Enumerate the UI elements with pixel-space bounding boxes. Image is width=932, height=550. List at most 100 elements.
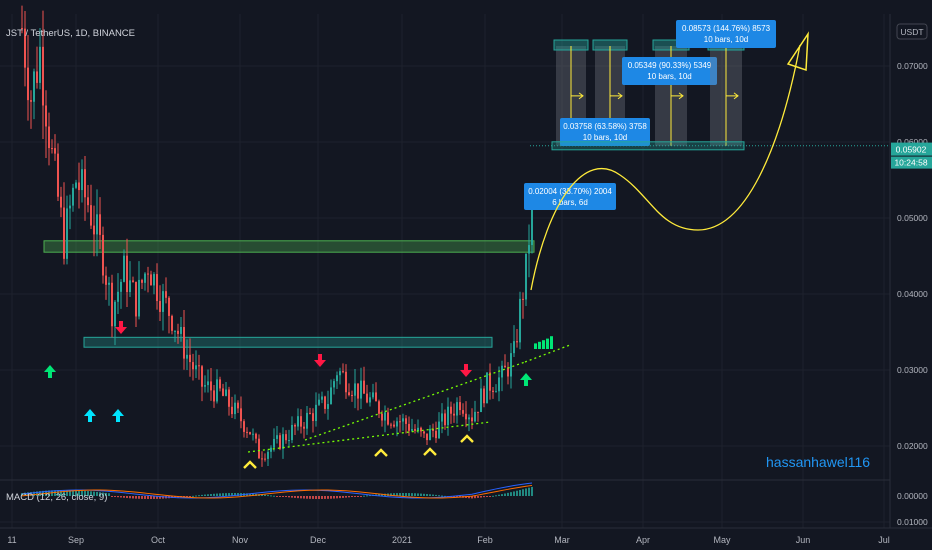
macd-histogram-bar (264, 494, 266, 496)
resistance-zone (43, 240, 535, 253)
lower-trendline (247, 421, 491, 453)
macd-histogram-bar (336, 496, 338, 499)
measure-change-text: 0.02004 (33.70%) 2004 (528, 187, 612, 196)
candle-body (225, 389, 227, 396)
candle-body (84, 169, 86, 198)
measure-label-box (524, 183, 616, 210)
candle-body (132, 280, 134, 282)
macd-histogram-bar (405, 493, 407, 496)
macd-histogram-bar (504, 493, 506, 496)
price-axis-tick-label: 0.01000 (897, 517, 928, 527)
candle-body (252, 433, 254, 435)
currency-badge[interactable] (896, 23, 928, 40)
candle-body (510, 353, 512, 377)
candle-body (462, 410, 464, 414)
candle-body (195, 365, 197, 370)
candle-body (189, 354, 191, 363)
candle-body (246, 431, 248, 433)
measure-bars-text: 10 bars, 10d (704, 35, 748, 44)
candle-body (120, 281, 122, 292)
macd-histogram-bar (435, 494, 437, 496)
macd-histogram-bar (417, 493, 419, 496)
macd-histogram-bar (480, 496, 482, 498)
macd-histogram-bar (33, 491, 35, 496)
candle-body (273, 438, 275, 448)
macd-histogram-bar (414, 493, 416, 496)
volume-step-bar (546, 338, 549, 349)
macd-histogram-bar (198, 495, 200, 497)
countdown-text: 10:24:58 (894, 158, 927, 168)
candle-body (135, 281, 137, 317)
measure-bars-text: 10 bars, 10d (647, 72, 691, 81)
macd-histogram-bar (486, 496, 488, 497)
macd-histogram-bar (369, 495, 371, 497)
macd-histogram-bar (27, 492, 29, 496)
candle-body (111, 282, 113, 327)
candle-body (477, 411, 479, 413)
candle-body (60, 196, 62, 208)
macd-histogram-bar (63, 490, 65, 496)
candle-body (519, 298, 521, 343)
candle-body (30, 100, 32, 102)
macd-histogram-bar (87, 491, 89, 496)
candle-body (480, 388, 482, 412)
symbol-title[interactable]: JST / TetherUS, 1D, BINANCE (6, 28, 135, 39)
candle-body (81, 169, 83, 191)
candle-body (402, 418, 404, 422)
arrow-down-icon (115, 321, 127, 334)
macd-histogram-bar (72, 490, 74, 496)
candle-body (528, 245, 530, 254)
macd-histogram-bar (24, 492, 26, 496)
macd-histogram-bar (141, 496, 143, 499)
candle-body (264, 458, 266, 460)
macd-histogram-bar (261, 494, 263, 496)
candle-body (501, 365, 503, 378)
candle-body (204, 385, 206, 387)
macd-histogram-bar (456, 496, 458, 498)
candle-body (330, 387, 332, 405)
candle-body (375, 392, 377, 402)
macd-histogram-bar (495, 495, 497, 497)
candle-body (33, 71, 35, 102)
candle-body (165, 291, 167, 298)
candle-body (228, 389, 230, 407)
time-axis-tick-label: Feb (477, 535, 493, 545)
volume-step-bar (542, 340, 545, 349)
macd-histogram-bar (354, 496, 356, 497)
macd-label[interactable]: MACD (12, 26, close, 9) (6, 492, 107, 503)
macd-histogram-bar (120, 496, 122, 498)
price-axis-tick-label: 0.06000 (897, 137, 928, 147)
candle-body (483, 388, 485, 404)
trendline-extension (524, 344, 571, 363)
arrow-up-icon (520, 373, 532, 386)
macd-histogram-bar (309, 496, 311, 499)
time-axis-tick-label: Sep (68, 535, 84, 545)
time-axis-tick-label: Nov (232, 535, 249, 545)
candle-body (297, 416, 299, 427)
macd-signal-line (21, 484, 533, 499)
candle-body (351, 395, 353, 397)
macd-histogram-bar (135, 496, 137, 499)
candle-body (465, 413, 467, 420)
macd-histogram-bar (267, 495, 269, 497)
candle-body (39, 46, 41, 83)
macd-histogram-bar (126, 496, 128, 499)
macd-histogram-bar (210, 494, 212, 496)
candle-body (42, 46, 44, 106)
chevron-up-icon (374, 448, 388, 457)
price-axis-tick-label: 0.03000 (897, 365, 928, 375)
time-axis-tick-label: 2021 (392, 535, 412, 545)
candle-body (345, 371, 347, 393)
arrow-down-icon (314, 354, 326, 367)
macd-histogram-bar (438, 495, 440, 497)
candle-body (333, 381, 335, 388)
candle-body (507, 367, 509, 377)
candle-body (240, 408, 242, 422)
measure-arrow-icon (671, 92, 684, 100)
macd-histogram-bar (363, 495, 365, 497)
candle-body (207, 381, 209, 386)
macd-histogram-bar (111, 496, 113, 497)
candle-body (168, 297, 170, 316)
